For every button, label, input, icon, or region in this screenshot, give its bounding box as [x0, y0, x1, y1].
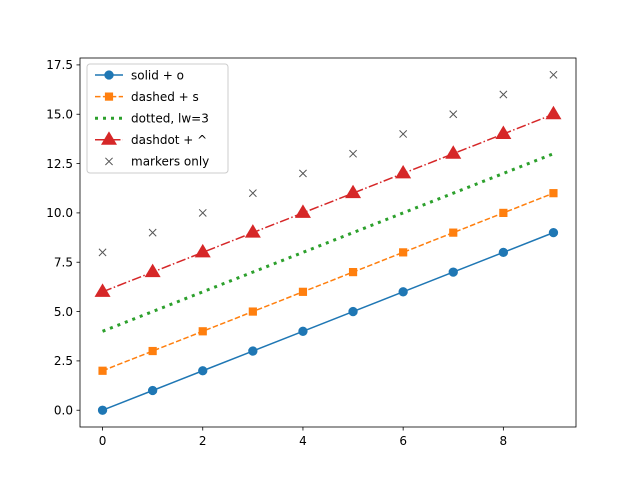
- y-tick-label: 12.5: [46, 157, 73, 171]
- legend-label: markers only: [131, 155, 209, 169]
- data-point: [144, 263, 161, 278]
- data-point: [198, 366, 208, 376]
- data-point: [198, 327, 207, 336]
- data-point: [248, 346, 258, 356]
- data-point: [248, 189, 257, 198]
- data-point: [148, 228, 157, 237]
- data-point: [449, 110, 458, 119]
- legend-label: solid + o: [131, 68, 184, 82]
- legend-marker: [105, 157, 113, 166]
- data-point: [398, 287, 408, 297]
- series-line: [102, 231, 554, 411]
- data-point: [399, 248, 408, 257]
- data-point: [98, 366, 107, 375]
- data-point: [244, 224, 261, 238]
- data-point: [298, 169, 307, 178]
- y-tick-label: 5.0: [54, 305, 73, 319]
- series-2: [98, 189, 558, 375]
- axes: 0 2 4 6 8 0.0 2.5 5.0 7.5 10.0 12.5 15.0 17.5: [46, 57, 577, 448]
- data-point: [445, 145, 462, 159]
- y-tick-label: 0.0: [54, 404, 73, 418]
- data-point: [147, 385, 158, 396]
- series-4: [94, 105, 562, 297]
- data-point: [97, 405, 108, 415]
- data-point: [349, 149, 358, 158]
- data-point: [194, 243, 211, 258]
- data-point: [549, 70, 558, 79]
- data-point: [298, 287, 308, 296]
- data-point: [198, 208, 207, 217]
- x-tick-label: 2: [199, 434, 207, 448]
- y-tick-label: 10.0: [46, 206, 73, 220]
- legend-box: [86, 63, 229, 174]
- data-point: [94, 283, 111, 297]
- data-point: [399, 130, 408, 138]
- legend-marker: [104, 92, 114, 101]
- data-point: [495, 125, 512, 139]
- legend-label: dashed + s: [131, 90, 199, 104]
- x-tick-label: 8: [500, 434, 508, 448]
- data-point: [448, 267, 458, 277]
- data-point: [345, 184, 362, 199]
- series-5: [98, 70, 558, 257]
- data-point: [498, 247, 509, 258]
- data-point: [298, 326, 308, 336]
- series-line: [102, 192, 554, 372]
- legend-item: solid + o: [95, 68, 184, 82]
- legend-label: dashdot + ^: [131, 133, 207, 147]
- legend-item: dotted, lw=3: [95, 112, 209, 126]
- x-tick-label: 4: [299, 434, 307, 448]
- data-point: [549, 189, 558, 198]
- series-1: [97, 227, 559, 415]
- legend-marker: [104, 70, 114, 80]
- y-tick-label: 15.0: [46, 108, 73, 122]
- series-line: [102, 113, 554, 293]
- legend: solid + o dashed + s dotted, lw=3 dashdot +…: [86, 63, 229, 174]
- data-point: [499, 90, 508, 99]
- legend-item: dashdot + ^: [95, 131, 207, 147]
- y-tick-label: 7.5: [54, 256, 73, 270]
- data-point: [248, 307, 257, 316]
- series-3: [102, 152, 554, 333]
- data-point: [449, 228, 458, 237]
- series-line: [102, 152, 554, 333]
- axes-frame: [79, 57, 577, 428]
- data-point: [98, 248, 107, 257]
- y-tick-label: 17.5: [46, 58, 73, 72]
- data-point: [348, 267, 358, 277]
- data-point: [548, 227, 559, 238]
- data-point: [499, 208, 508, 218]
- data-point: [294, 204, 311, 218]
- data-point: [348, 306, 358, 317]
- y-tick-label: 2.5: [54, 354, 73, 368]
- data-point: [148, 346, 157, 356]
- legend-item: dashed + s: [95, 90, 199, 104]
- data-point: [395, 164, 412, 179]
- plot-area: [94, 70, 562, 415]
- x-tick-label: 6: [399, 434, 407, 448]
- legend-item: markers only: [105, 155, 209, 169]
- x-tick-label: 0: [99, 434, 107, 448]
- legend-label: dotted, lw=3: [131, 112, 209, 126]
- legend-marker: [100, 131, 118, 145]
- data-point: [545, 105, 562, 120]
